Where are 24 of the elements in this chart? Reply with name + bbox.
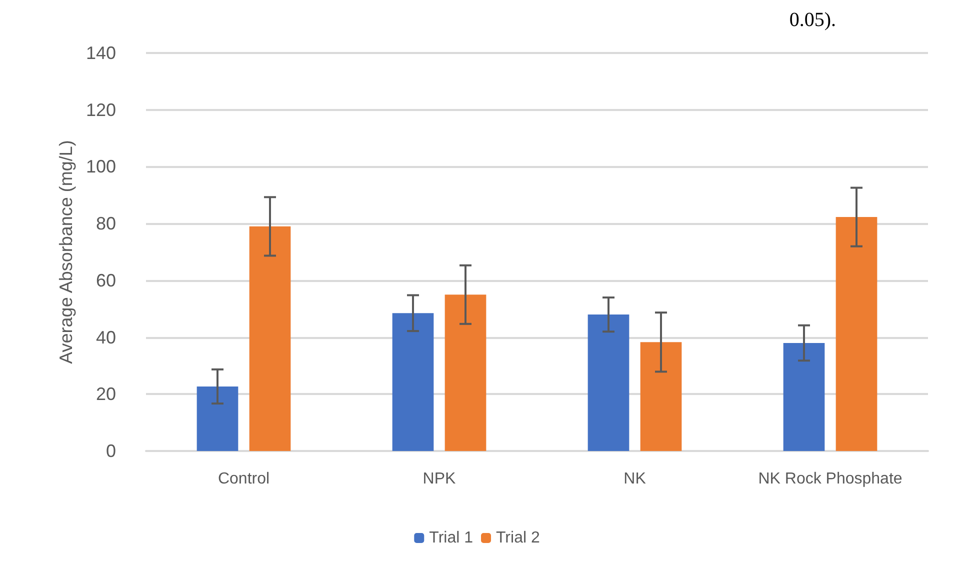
text: 0.05).	[789, 9, 836, 31]
x-tick-label: NK	[624, 470, 646, 488]
legend-label: Trial 1	[429, 530, 474, 546]
bar	[783, 342, 825, 451]
bar	[392, 313, 434, 451]
bar	[249, 226, 291, 451]
x-tick-label: NPK	[422, 470, 456, 488]
bar	[640, 342, 682, 451]
bar	[444, 294, 486, 451]
y-tick-label: 120	[86, 100, 116, 120]
legend-label: Trial 2	[496, 530, 540, 546]
y-tick-label: 140	[86, 43, 116, 63]
y-tick-label: 40	[96, 327, 116, 348]
x-tick-label: NK Rock Phosphate	[758, 470, 902, 488]
x-tick-label: Control	[218, 470, 270, 488]
y-tick-label: 80	[96, 214, 116, 234]
y-tick-label: 0	[106, 441, 116, 461]
y-tick-label: 20	[96, 384, 116, 404]
y-tick-label: 60	[96, 270, 116, 290]
y-tick-label: 100	[86, 156, 116, 177]
bar	[588, 314, 630, 451]
bar	[836, 217, 878, 451]
bar	[196, 386, 238, 451]
y-axis-title: Average Absorbance (mg/L)	[56, 140, 76, 364]
